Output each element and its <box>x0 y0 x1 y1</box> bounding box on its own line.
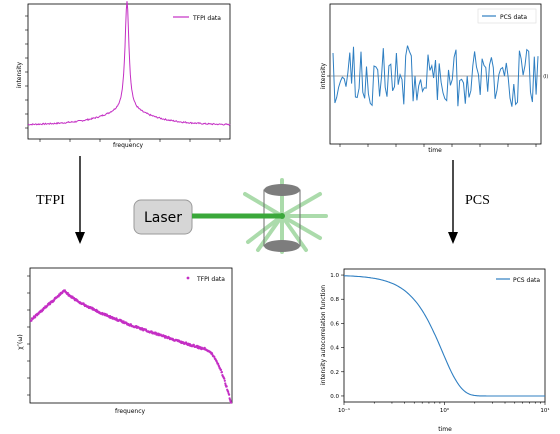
pcs-arrow-label: PCS <box>465 193 490 208</box>
legend-label: PCS data <box>500 14 527 21</box>
laser-label: Laser <box>144 210 182 226</box>
y-tick-label: 0.0 <box>330 394 339 400</box>
y-tick-label: 0.4 <box>330 346 339 352</box>
data-point <box>34 315 37 318</box>
x-axis-label: time <box>438 426 452 433</box>
tfpi-arrowhead <box>75 232 85 244</box>
tfpi-susceptibility-chart: TFPI data frequency χ″(ω) <box>17 267 233 415</box>
mean-label: ⟨I⟩ <box>543 74 548 80</box>
measurement-diagram: TFPI PCS Laser <box>36 156 490 254</box>
pcs-autocorrelation-line <box>343 275 545 397</box>
y-tick-label: 0.2 <box>330 370 339 376</box>
x-axis-label: frequency <box>115 408 146 415</box>
plot-frame <box>29 267 233 404</box>
data-point <box>30 319 33 322</box>
legend-box <box>477 8 537 24</box>
sample-cell <box>263 184 301 252</box>
tfpi-spectrum-chart: TFPI data frequency intensity <box>16 1 231 149</box>
plot-frame <box>27 3 231 140</box>
y-tick-label: 0.8 <box>330 297 339 303</box>
data-point <box>217 362 220 365</box>
data-point <box>219 368 223 371</box>
x-tick-label: 10⁻¹ <box>338 407 350 414</box>
tfpi-series-line <box>27 1 231 126</box>
plot-frame <box>343 268 546 403</box>
y-axis-label: intensity <box>16 62 23 88</box>
tfpi-scatter-points <box>29 289 233 404</box>
x-tick-label: 10⁰ <box>440 407 450 414</box>
data-point <box>229 401 233 404</box>
data-point <box>223 379 226 382</box>
pcs-series-line <box>332 45 539 107</box>
scattering-point <box>279 213 285 219</box>
x-axis-label: time <box>428 147 442 154</box>
pcs-arrowhead <box>448 232 458 244</box>
data-point <box>225 385 228 388</box>
y-axis-label: intensity <box>320 63 327 89</box>
legend-label: PCS data <box>513 277 540 284</box>
x-tick-label: 10¹ <box>540 407 549 414</box>
legend-label: TFPI data <box>192 15 221 22</box>
data-point <box>227 390 230 393</box>
data-point <box>49 302 52 306</box>
y-tick-label: 1.0 <box>330 273 339 279</box>
legend-label: TFPI data <box>196 276 225 283</box>
tfpi-arrow-label: TFPI <box>36 193 65 208</box>
data-point <box>213 355 216 358</box>
pcs-autocorrelation-chart: 1.0 0.8 0.6 0.4 0.2 0.0 10⁻¹ 10⁰ 10¹ PCS data ti… <box>320 268 550 433</box>
pcs-intensity-chart: PCS data ⟨I⟩ time intensity <box>320 3 548 154</box>
y-axis-label: intensity autocorrelation function <box>320 285 327 385</box>
plot-frame <box>329 3 542 145</box>
y-axis-label: χ″(ω) <box>17 334 24 349</box>
y-tick-label: 0.6 <box>330 321 339 327</box>
data-point <box>228 393 231 396</box>
legend-marker <box>186 276 190 280</box>
x-axis-label: frequency <box>113 142 144 149</box>
data-point <box>223 377 226 380</box>
data-point <box>220 371 223 374</box>
